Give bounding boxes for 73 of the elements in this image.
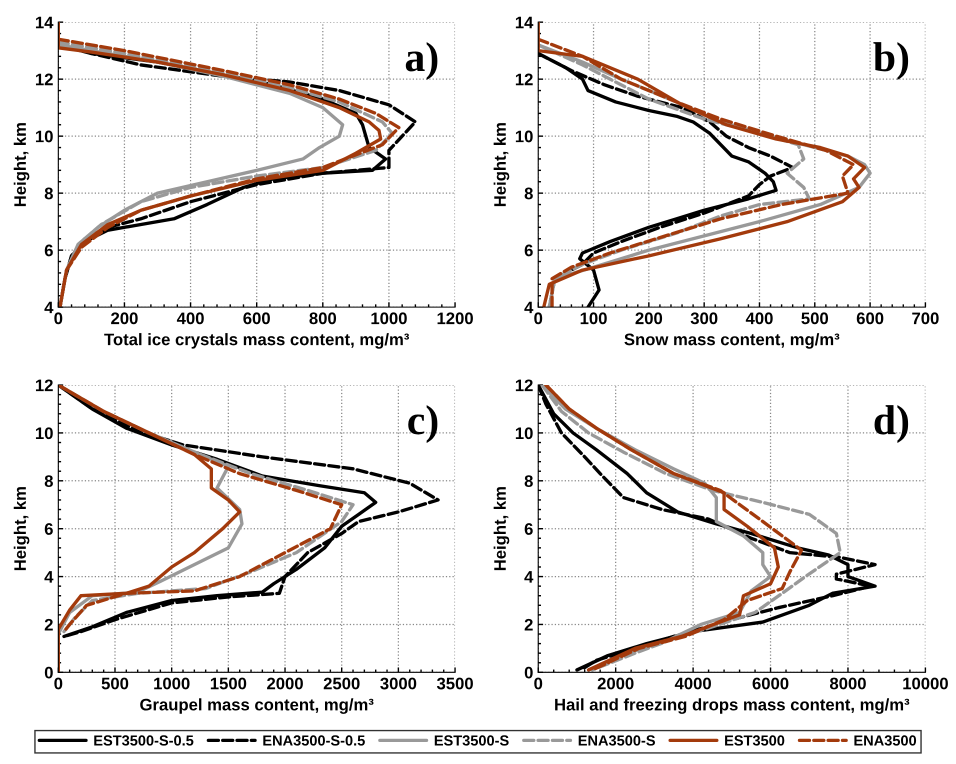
x-tick-label: 10000: [903, 678, 948, 690]
y-axis-title: Height, km: [14, 487, 30, 570]
x-tick-label: 300: [690, 312, 718, 324]
y-tick-label: 10: [36, 130, 53, 142]
x-tick-label: 2500: [324, 678, 360, 690]
x-axis-title: Hail and freezing drops mass content, mg/m³: [555, 698, 910, 714]
annotation: c): [408, 405, 438, 443]
y-tick-label: 0: [524, 666, 533, 679]
x-tick-label: 1200: [438, 312, 473, 324]
annotation: a): [406, 42, 438, 80]
y-tick-label: 4: [44, 571, 54, 583]
x-tick-label: 200: [636, 312, 662, 324]
y-tick-label: 8: [44, 188, 53, 200]
x-tick-label: 600: [243, 312, 270, 324]
y-tick-label: 10: [516, 427, 533, 440]
x-tick-label: 600: [856, 312, 884, 324]
legend-label: ENA3500: [854, 735, 916, 746]
x-tick-label: 400: [176, 312, 204, 324]
legend-label: EST3500-S: [434, 735, 509, 746]
y-axis-title: Height, km: [494, 123, 510, 206]
x-tick-label: 3500: [436, 678, 473, 690]
y-tick-label: 6: [524, 244, 533, 256]
x-tick-label: 1000: [371, 312, 407, 324]
x-tick-label: 2000: [598, 678, 634, 690]
y-tick-label: 12: [36, 379, 53, 392]
y-tick-label: 12: [516, 379, 533, 392]
y-tick-label: 10: [516, 130, 533, 142]
x-axis-title: Snow mass content, mg/m³: [624, 333, 840, 349]
y-tick-label: 2: [44, 618, 53, 630]
y-tick-label: 14: [516, 16, 534, 28]
annotation: b): [873, 42, 908, 80]
annotation: d): [874, 405, 908, 443]
x-axis-title: Total ice crystals mass content, mg/m³: [104, 333, 410, 349]
y-axis-title: Height, km: [494, 487, 510, 570]
y-tick-label: 4: [44, 302, 54, 314]
x-tick-label: 8000: [830, 678, 866, 690]
y-axis-title: Height, km: [14, 123, 30, 206]
x-tick-label: 500: [801, 312, 828, 324]
x-tick-label: 0: [54, 312, 62, 324]
x-tick-label: 0: [54, 678, 62, 690]
legend-label: ENA3500-S-0.5: [263, 735, 365, 746]
y-tick-label: 8: [44, 475, 53, 488]
y-tick-label: 0: [44, 666, 53, 679]
x-tick-label: 1500: [210, 678, 246, 690]
y-tick-label: 14: [36, 16, 54, 28]
y-tick-label: 4: [524, 571, 534, 583]
y-tick-label: 12: [516, 74, 533, 86]
legend-label: ENA3500-S: [578, 735, 655, 746]
x-tick-label: 1000: [154, 678, 190, 690]
x-tick-label: 4000: [674, 678, 711, 690]
x-tick-label: 200: [111, 312, 138, 324]
y-tick-label: 8: [524, 475, 533, 488]
legend-label: EST3500: [725, 735, 784, 746]
x-tick-label: 2000: [267, 678, 303, 690]
y-tick-label: 2: [524, 618, 533, 630]
x-tick-label: 400: [746, 312, 773, 324]
x-tick-label: 0: [534, 312, 542, 324]
y-tick-label: 12: [36, 74, 53, 86]
y-tick-label: 6: [44, 244, 53, 256]
y-tick-label: 4: [524, 302, 534, 314]
x-tick-label: 500: [102, 678, 128, 690]
y-tick-label: 6: [44, 523, 53, 535]
x-tick-label: 700: [912, 312, 939, 324]
y-tick-label: 8: [524, 188, 533, 200]
x-tick-label: 3000: [380, 678, 416, 690]
x-tick-label: 6000: [752, 678, 788, 690]
legend-label: EST3500-S-0.5: [94, 735, 194, 746]
x-axis-title: Graupel mass content, mg/m³: [140, 698, 374, 714]
y-tick-label: 10: [36, 427, 53, 440]
x-tick-label: 100: [580, 312, 607, 324]
x-tick-label: 0: [534, 678, 542, 690]
y-tick-label: 6: [524, 523, 533, 535]
x-tick-label: 800: [309, 312, 336, 324]
